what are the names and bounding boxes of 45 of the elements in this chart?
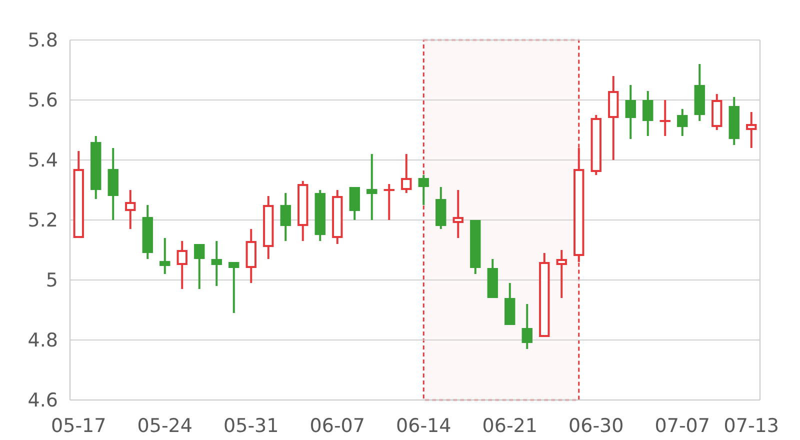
- candlestick: [142, 204, 153, 260]
- x-tick-label: 05-31: [224, 415, 279, 437]
- x-tick-label: 05-17: [51, 415, 106, 437]
- candlestick: [280, 192, 291, 242]
- candlestick: [211, 240, 222, 287]
- candlestick: [452, 189, 464, 239]
- candlestick: [401, 153, 412, 194]
- y-tick-label: 5.8: [28, 30, 58, 52]
- x-tick-label: 06-30: [568, 415, 624, 437]
- candlestick: [746, 111, 757, 149]
- candlestick: [694, 63, 705, 122]
- y-tick-label: 5.6: [28, 90, 58, 112]
- candlestick: [556, 249, 567, 299]
- candlestick: [608, 75, 619, 161]
- candlestick: [677, 108, 688, 137]
- y-tick-label: 5.4: [28, 150, 58, 172]
- x-tick-label: 07-13: [724, 415, 779, 437]
- candlestick: [263, 195, 274, 260]
- candlestick: [728, 96, 740, 146]
- candlestick: [246, 228, 256, 284]
- candlestick: [176, 240, 188, 290]
- candlestick: [712, 93, 722, 131]
- x-tick-label: 06-21: [482, 415, 538, 437]
- y-tick-label: 4.8: [28, 330, 58, 352]
- candlestick: [314, 189, 326, 242]
- candlestick: [366, 153, 378, 221]
- candlestick: [418, 174, 429, 206]
- candlestick: [332, 189, 343, 245]
- y-tick-label: 5.2: [28, 210, 58, 232]
- candlestick: [642, 90, 654, 137]
- x-tick-label: 06-14: [396, 415, 452, 437]
- x-tick-label: 06-07: [310, 415, 365, 437]
- x-tick-label: 07-07: [654, 415, 710, 437]
- candlestick: [625, 84, 636, 140]
- candlestick: [522, 303, 532, 350]
- candlestick: [660, 99, 670, 137]
- candlestick: [90, 135, 102, 200]
- x-tick-label: 05-24: [137, 415, 192, 437]
- candlestick: [108, 147, 118, 221]
- candlestick: [125, 189, 136, 230]
- candlestick: [298, 180, 308, 242]
- y-tick-label: 4.6: [28, 390, 58, 412]
- candlestick: [436, 186, 446, 230]
- candlestick: [574, 147, 584, 263]
- y-tick-label: 5: [46, 270, 58, 292]
